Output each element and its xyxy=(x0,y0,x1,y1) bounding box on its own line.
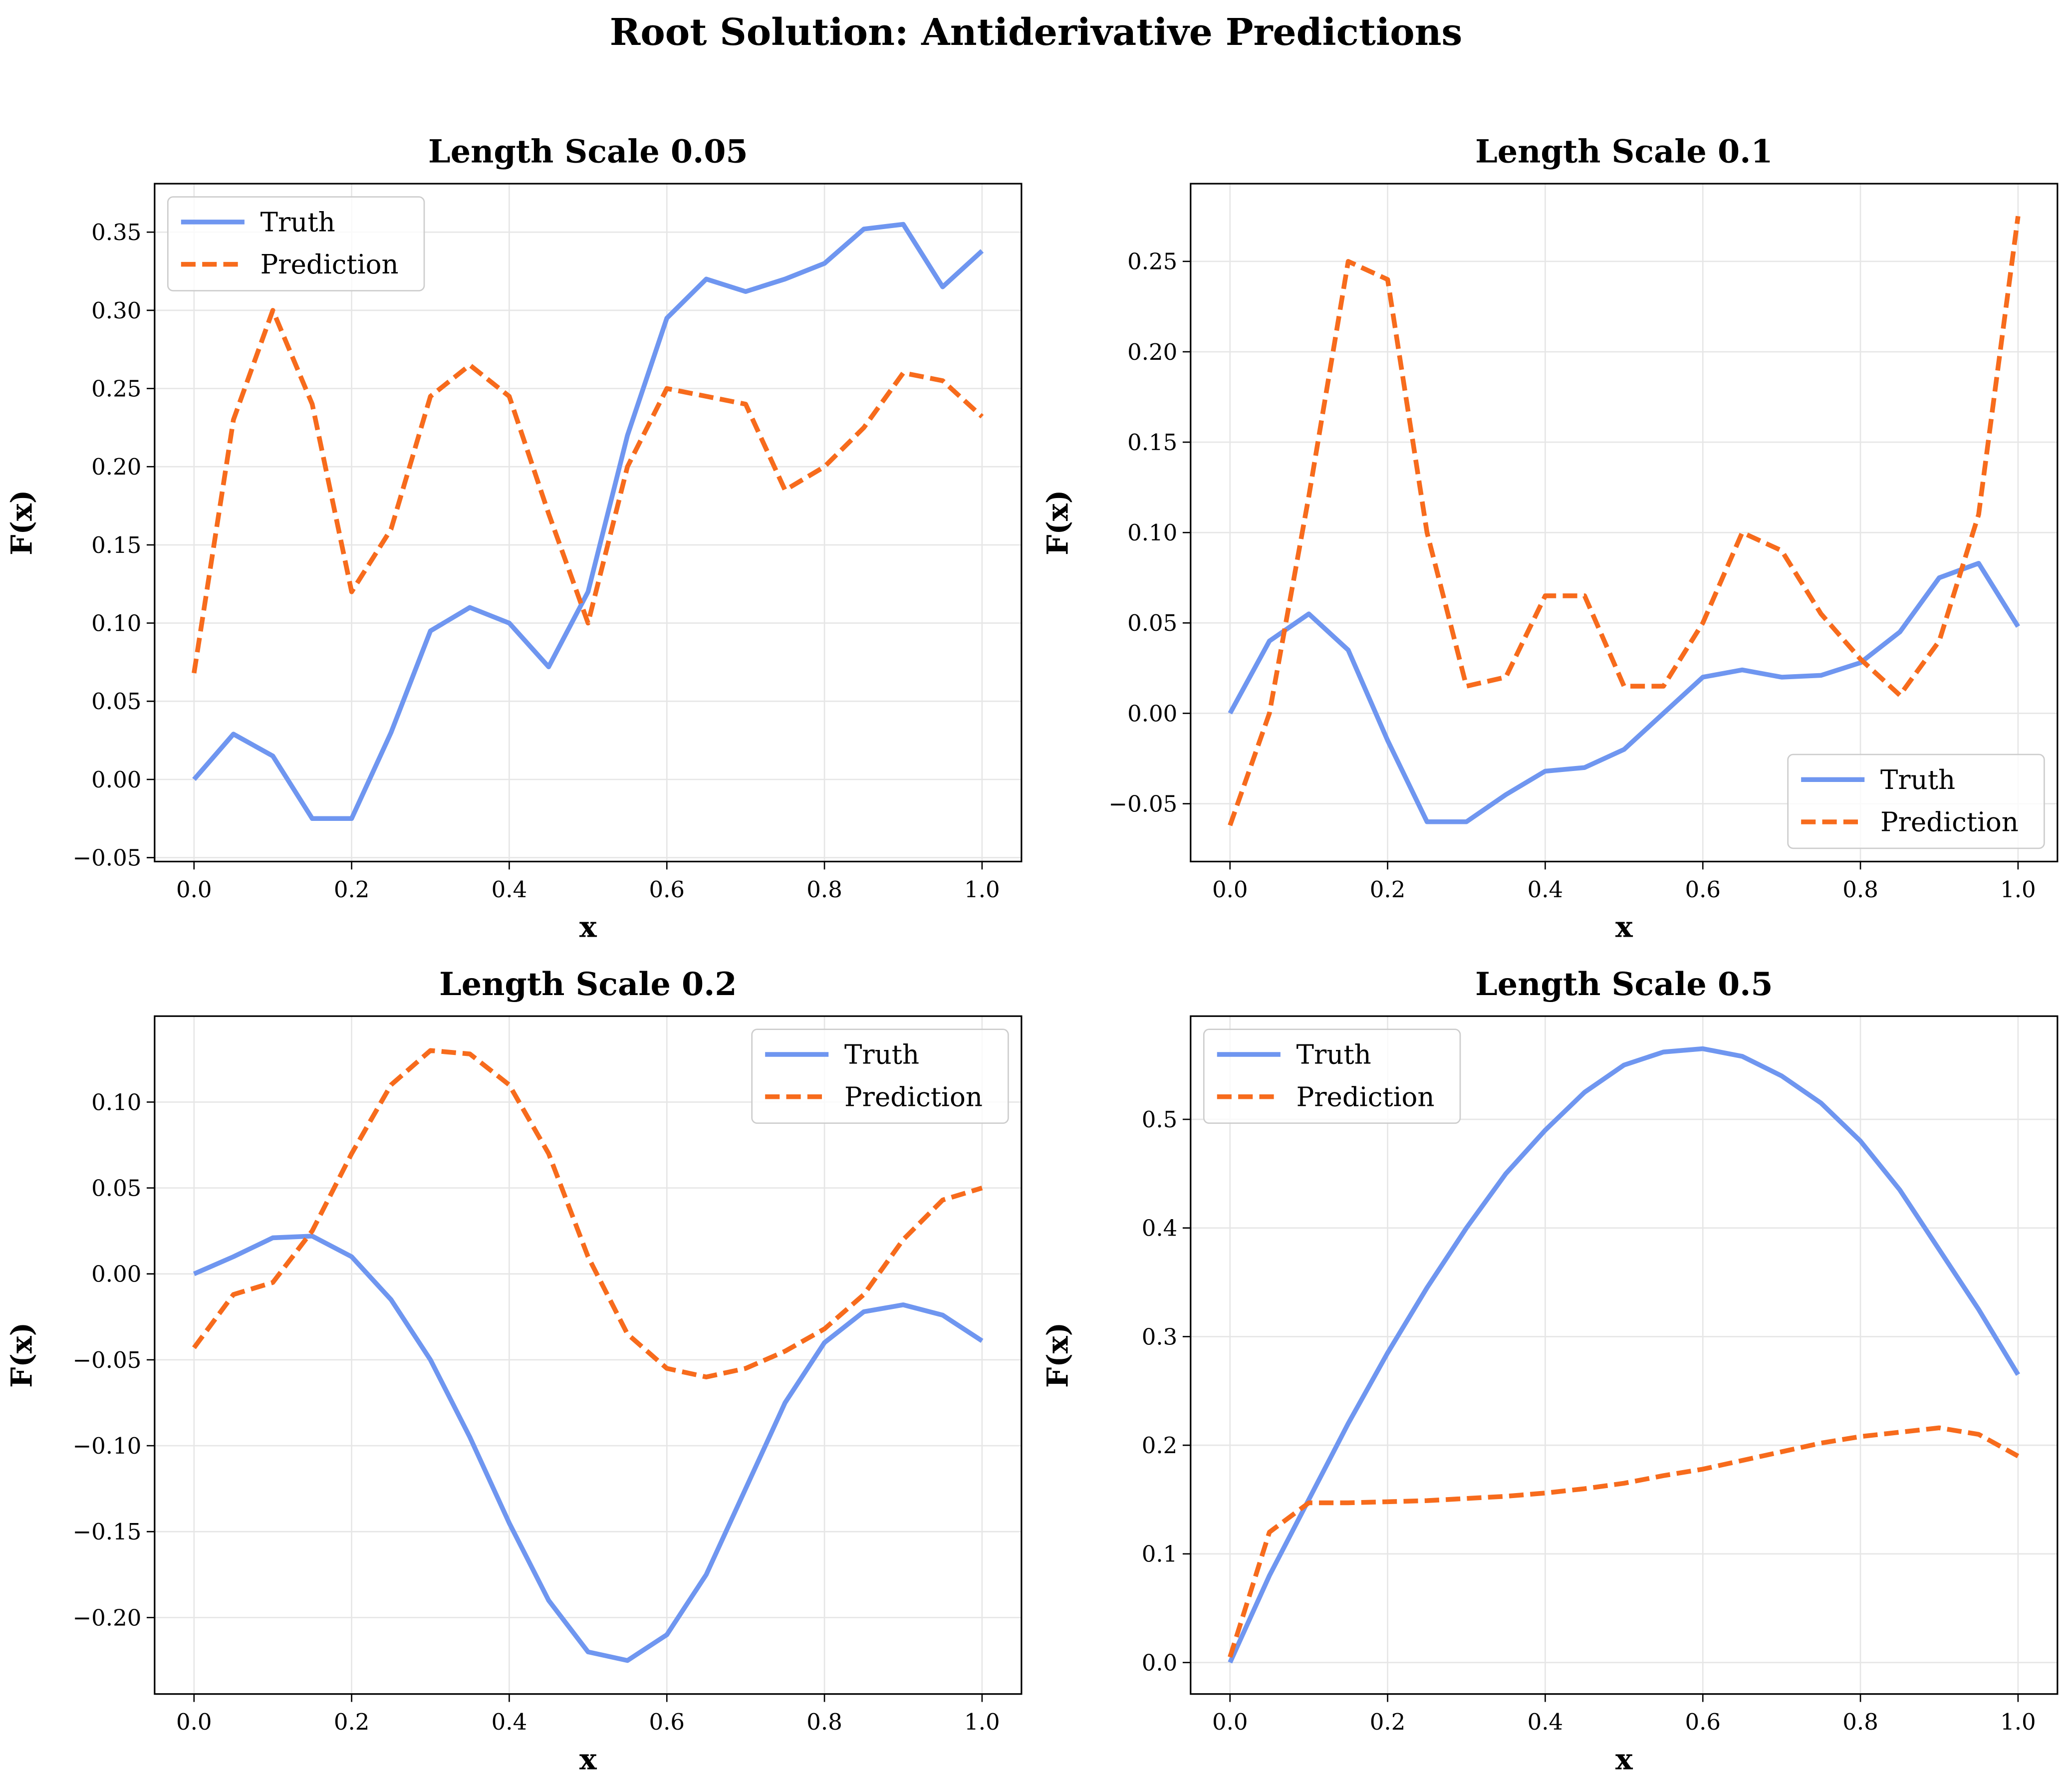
x-tick-label: 0.6 xyxy=(649,1709,685,1735)
subplot: Length Scale 0.05 −0.05 0.00 0.05 0.10 0.15 0.… xyxy=(4,133,1023,944)
x-axis-label: x xyxy=(579,1742,597,1777)
series-line xyxy=(192,222,984,821)
x-tick-label: 1.0 xyxy=(964,1709,1000,1735)
y-tick-label: 0.00 xyxy=(1127,700,1177,727)
x-tick-label: 0.8 xyxy=(1842,1709,1878,1735)
x-tick-label: 0.4 xyxy=(1528,876,1563,903)
y-tick-label: 0.05 xyxy=(1127,610,1177,636)
axes-frame xyxy=(1190,183,2059,863)
figure-title: Root Solution: Antiderivative Prediction… xyxy=(610,10,1463,54)
x-tick-label: 0.6 xyxy=(1685,1709,1721,1735)
y-tick-label: 0.5 xyxy=(1142,1106,1178,1133)
x-axis-label: x xyxy=(1615,1742,1633,1777)
y-tick-label: 0.2 xyxy=(1142,1432,1178,1459)
axes-frame xyxy=(154,1015,1023,1695)
y-tick-label: 0.3 xyxy=(1142,1323,1178,1350)
series-line xyxy=(192,1048,983,1380)
y-tick-label: 0.15 xyxy=(91,532,141,558)
y-tick-label: −0.05 xyxy=(1108,790,1177,817)
y-tick-label: 0.1 xyxy=(1142,1541,1178,1567)
x-tick-label: 0.2 xyxy=(1370,876,1406,903)
x-tick-label: 0.2 xyxy=(334,1709,370,1735)
legend: Truth Prediction xyxy=(1787,754,2045,849)
y-tick-label: 0.05 xyxy=(91,688,141,715)
legend-label: Prediction xyxy=(1880,807,2019,838)
series-line xyxy=(192,308,984,674)
y-tick-label: −0.15 xyxy=(72,1519,141,1545)
legend-label: Prediction xyxy=(844,1082,983,1112)
legend-label: Truth xyxy=(260,207,335,238)
y-axis-label: F(x) xyxy=(1040,1322,1075,1388)
legend: Truth Prediction xyxy=(751,1028,1009,1124)
y-tick-label: 0.25 xyxy=(1127,249,1177,275)
series-line xyxy=(193,1234,984,1663)
y-tick-label: −0.05 xyxy=(72,1347,141,1373)
x-tick-label: 1.0 xyxy=(2000,876,2036,903)
y-tick-label: 0.00 xyxy=(91,767,141,793)
legend-label: Prediction xyxy=(1296,1082,1435,1112)
x-tick-label: 0.4 xyxy=(1528,1709,1563,1735)
y-tick-label: 0.35 xyxy=(91,219,141,246)
legend-label: Truth xyxy=(1880,765,1955,795)
x-tick-label: 0.6 xyxy=(1685,876,1721,903)
x-tick-label: 0.4 xyxy=(492,1709,527,1735)
x-tick-label: 0.0 xyxy=(176,1709,212,1735)
subplot-title: Length Scale 0.05 xyxy=(428,133,748,170)
legend: Truth Prediction xyxy=(167,196,425,291)
y-axis-label: F(x) xyxy=(4,490,39,555)
x-tick-label: 0.8 xyxy=(806,1709,842,1735)
subplot-title: Length Scale 0.1 xyxy=(1475,133,1773,170)
y-tick-label: −0.10 xyxy=(72,1433,141,1459)
x-tick-label: 0.2 xyxy=(334,876,370,903)
legend-label: Truth xyxy=(844,1040,919,1070)
x-axis-label: x xyxy=(1615,909,1633,944)
y-tick-label: 0.25 xyxy=(91,375,141,402)
y-axis-label: F(x) xyxy=(4,1322,39,1388)
y-tick-label: 0.10 xyxy=(1127,519,1177,546)
subplot-title: Length Scale 0.5 xyxy=(1475,965,1773,1003)
y-tick-label: 0.0 xyxy=(1142,1649,1178,1676)
y-tick-label: 0.05 xyxy=(91,1175,141,1201)
axes-frame xyxy=(1190,1015,2059,1695)
y-tick-label: 0.20 xyxy=(1127,339,1177,365)
x-tick-label: 0.8 xyxy=(806,876,842,903)
series-line xyxy=(1228,1425,2020,1658)
series-line xyxy=(1228,216,2021,826)
axes-frame xyxy=(154,183,1023,863)
series-line xyxy=(1228,1046,2020,1664)
x-tick-label: 0.0 xyxy=(176,876,212,903)
y-tick-label: −0.05 xyxy=(72,845,141,871)
subplot-title: Length Scale 0.2 xyxy=(439,965,737,1003)
x-tick-label: 0.4 xyxy=(492,876,527,903)
y-tick-label: 0.00 xyxy=(91,1261,141,1287)
x-tick-label: 1.0 xyxy=(2000,1709,2036,1735)
y-tick-label: 0.10 xyxy=(91,610,141,636)
legend: Truth Prediction xyxy=(1203,1028,1461,1124)
x-tick-label: 0.8 xyxy=(1842,876,1878,903)
subplot: Length Scale 0.1 −0.05 0.00 0.05 0.10 0.15 0.2… xyxy=(1040,133,2059,944)
y-tick-label: 0.20 xyxy=(91,454,141,480)
y-axis-label: F(x) xyxy=(1040,490,1075,555)
legend-label: Truth xyxy=(1296,1040,1371,1070)
y-tick-label: −0.20 xyxy=(72,1604,141,1631)
x-tick-label: 0.0 xyxy=(1212,876,1248,903)
subplot: Length Scale 0.5 0.0 0.1 0.2 0.3 0.4 0.5 0.0 0.2… xyxy=(1040,965,2059,1777)
x-tick-label: 1.0 xyxy=(964,876,1000,903)
legend-label: Prediction xyxy=(260,250,399,280)
x-axis-label: x xyxy=(579,909,597,944)
x-tick-label: 0.6 xyxy=(649,876,685,903)
subplot: Length Scale 0.2−0.20−0.15−0.10−0.050.00… xyxy=(4,965,1023,1777)
y-tick-label: 0.30 xyxy=(91,297,141,324)
x-tick-label: 0.2 xyxy=(1370,1709,1406,1735)
y-tick-label: 0.15 xyxy=(1127,429,1177,456)
x-tick-label: 0.0 xyxy=(1212,1709,1248,1735)
y-tick-label: 0.10 xyxy=(91,1089,141,1115)
y-tick-label: 0.4 xyxy=(1142,1215,1178,1242)
series-line xyxy=(1228,560,2020,824)
